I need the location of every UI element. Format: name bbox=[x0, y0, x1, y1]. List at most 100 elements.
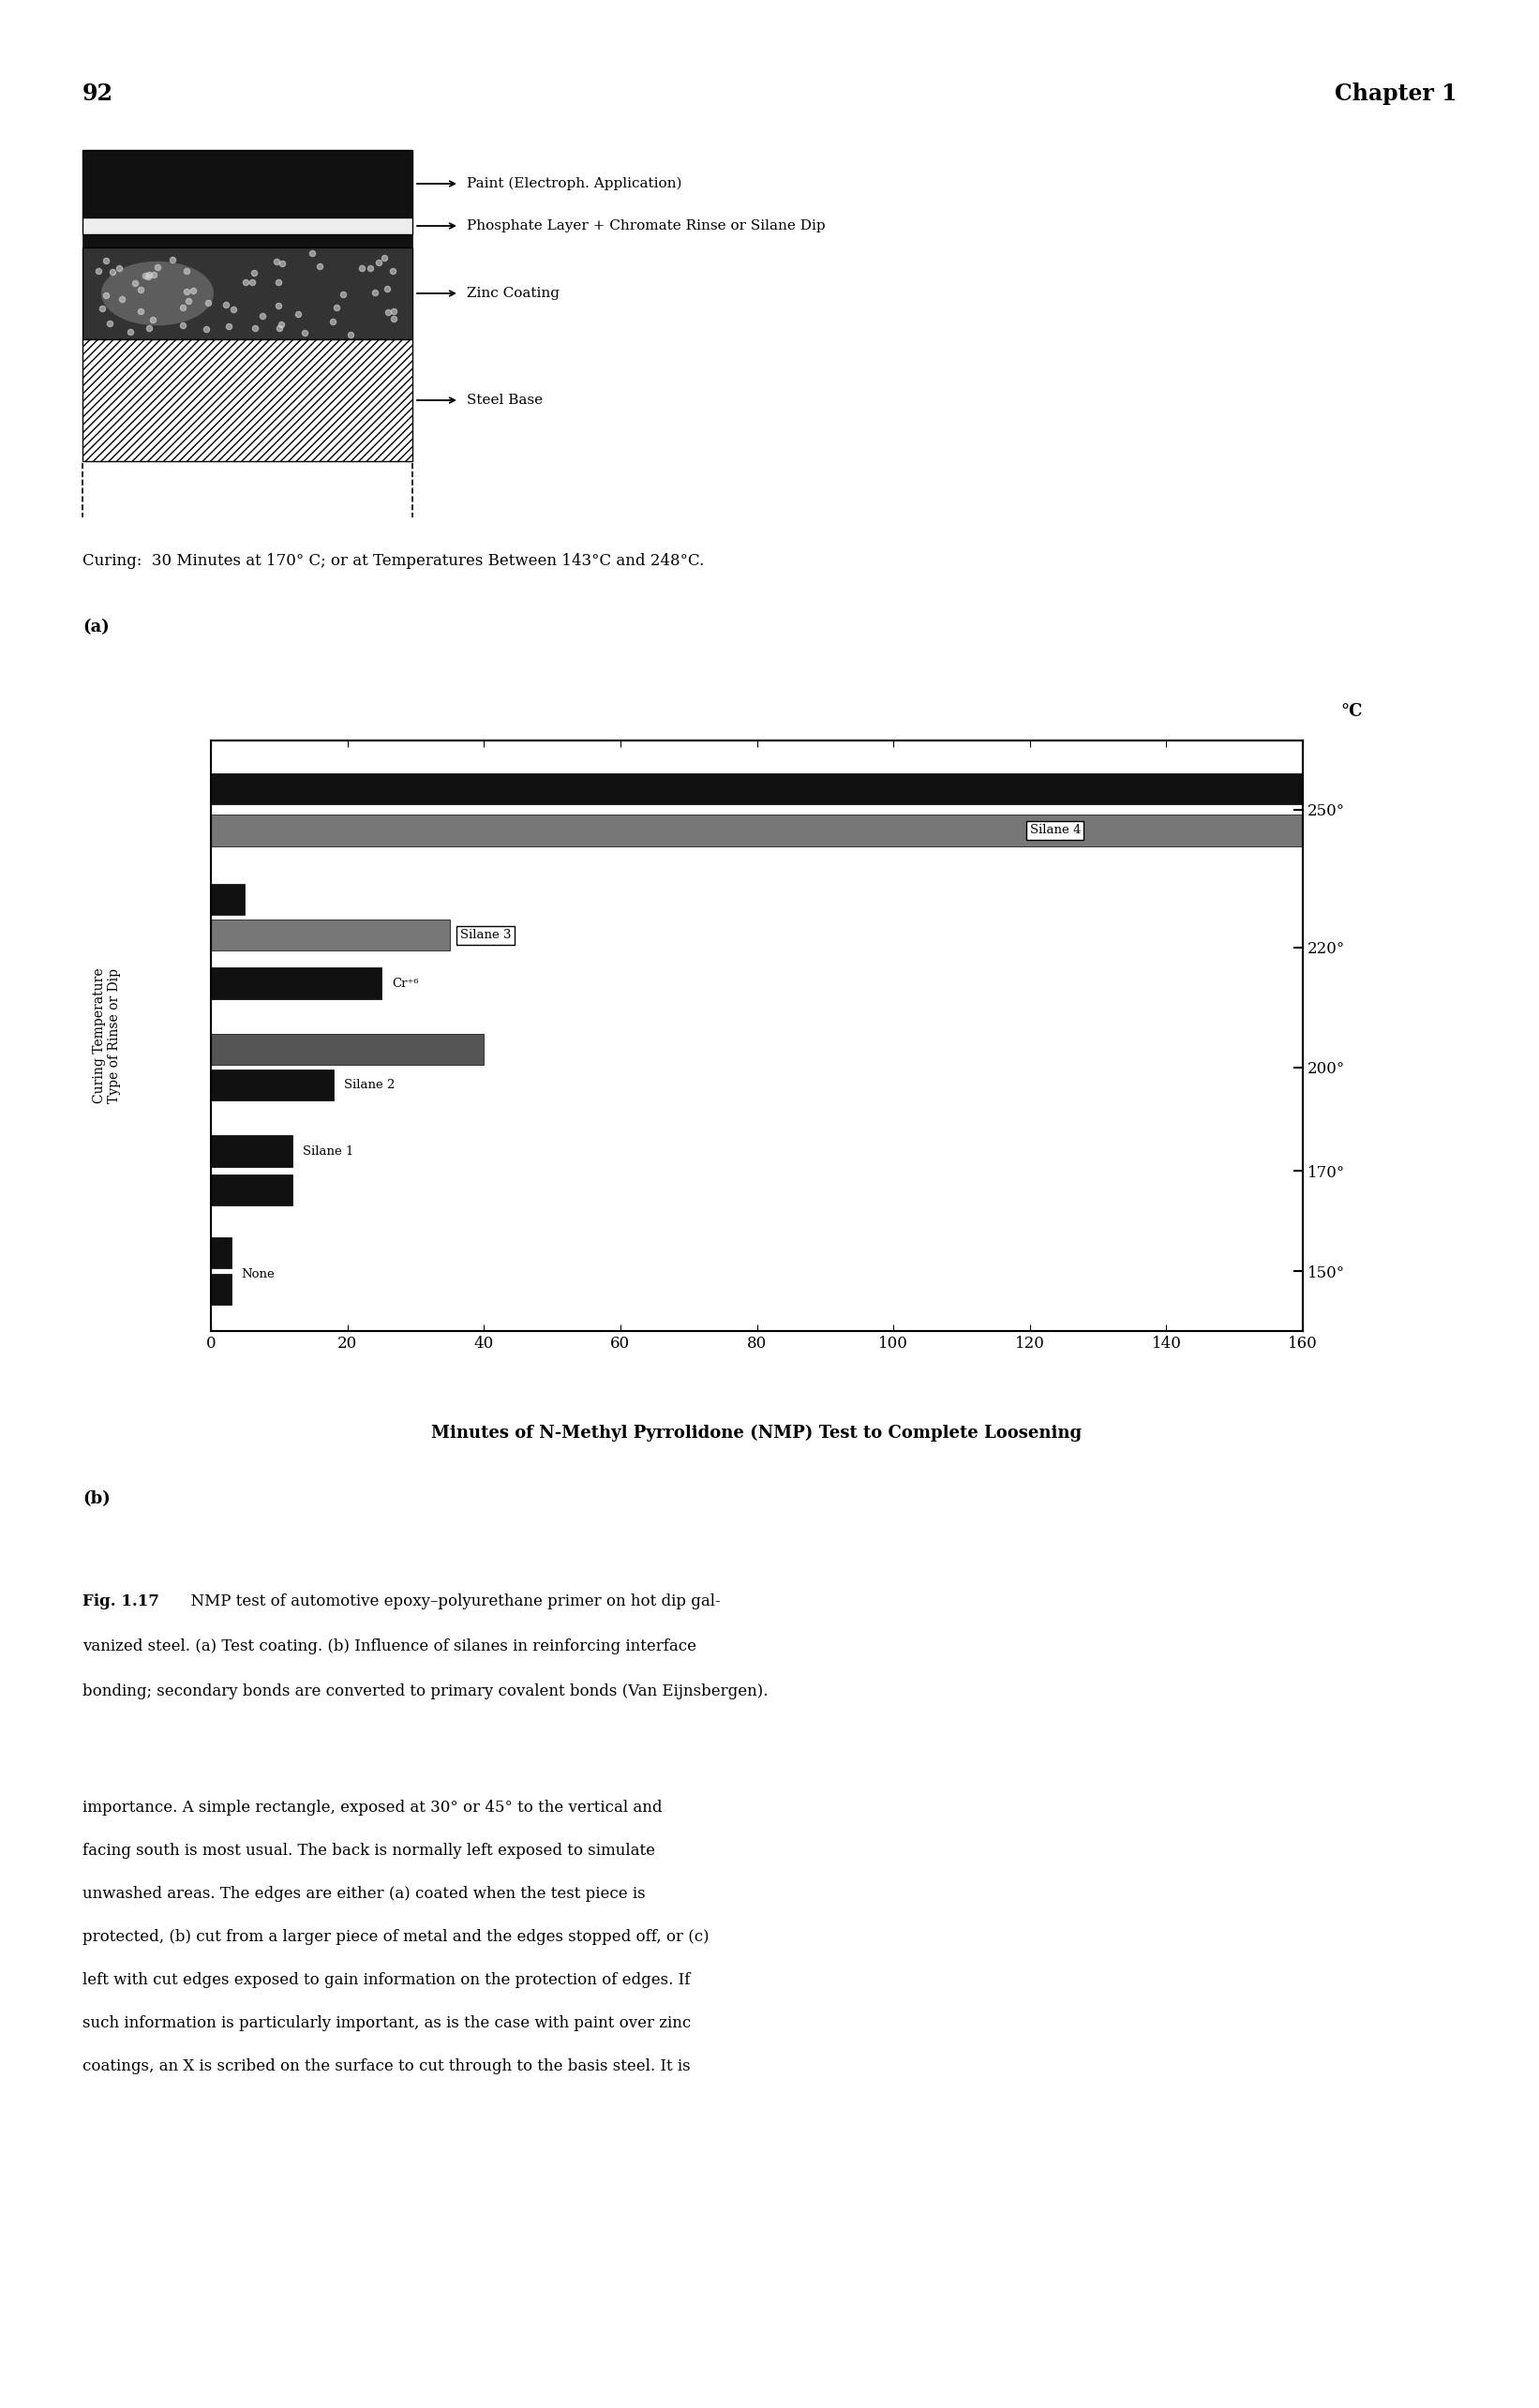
Point bbox=[137, 308, 162, 347]
Point bbox=[91, 289, 115, 327]
Point bbox=[339, 315, 363, 354]
Text: Fig. 1.17: Fig. 1.17 bbox=[83, 1594, 159, 1609]
Text: Silane 4: Silane 4 bbox=[1030, 824, 1080, 836]
Bar bbox=[211, 1274, 231, 1305]
Text: Cr⁺⁶: Cr⁺⁶ bbox=[392, 978, 419, 990]
Bar bbox=[211, 968, 382, 999]
Text: 92: 92 bbox=[83, 82, 114, 106]
Text: Minutes of N-Methyl Pyrrolidone (NMP) Test to Complete Loosening: Minutes of N-Methyl Pyrrolidone (NMP) Te… bbox=[431, 1426, 1082, 1442]
Bar bbox=[211, 1033, 483, 1064]
Text: (a): (a) bbox=[83, 619, 109, 636]
Point bbox=[320, 301, 345, 340]
Point bbox=[132, 258, 157, 296]
Point bbox=[249, 296, 274, 335]
Point bbox=[174, 253, 199, 291]
Point bbox=[242, 253, 266, 291]
Bar bbox=[83, 248, 412, 340]
Text: unwashed areas. The edges are either (a) coated when the test piece is: unwashed areas. The edges are either (a)… bbox=[83, 1885, 645, 1902]
Text: bonding; secondary bonds are converted to primary covalent bonds (Van Eijnsberge: bonding; secondary bonds are converted t… bbox=[83, 1683, 768, 1700]
Point bbox=[363, 275, 388, 313]
Point bbox=[266, 262, 291, 301]
Point bbox=[269, 306, 294, 344]
Text: Chapter 1: Chapter 1 bbox=[1334, 82, 1457, 106]
Point bbox=[217, 306, 242, 344]
Point bbox=[234, 262, 259, 301]
Text: Silane 2: Silane 2 bbox=[343, 1079, 396, 1091]
Point bbox=[359, 248, 383, 287]
Text: Phosphate Layer + Chromate Rinse or Silane Dip: Phosphate Layer + Chromate Rinse or Sila… bbox=[466, 219, 825, 234]
Text: (b): (b) bbox=[83, 1491, 111, 1507]
Bar bbox=[211, 1137, 292, 1168]
Point bbox=[376, 294, 400, 332]
Point bbox=[160, 241, 185, 279]
Point bbox=[323, 289, 348, 327]
Bar bbox=[211, 773, 1304, 804]
Text: facing south is most usual. The back is normally left exposed to simulate: facing south is most usual. The back is … bbox=[83, 1842, 656, 1859]
Point bbox=[300, 234, 325, 272]
Bar bbox=[211, 1175, 292, 1206]
Point bbox=[292, 313, 317, 352]
Point bbox=[108, 248, 132, 287]
Point bbox=[146, 248, 171, 287]
Text: Zinc Coating: Zinc Coating bbox=[466, 287, 560, 301]
Point bbox=[222, 289, 246, 327]
Point bbox=[349, 248, 374, 287]
Text: left with cut edges exposed to gain information on the protection of edges. If: left with cut edges exposed to gain info… bbox=[83, 1972, 689, 1989]
Point bbox=[140, 301, 165, 340]
Point bbox=[117, 313, 142, 352]
Text: Steel Base: Steel Base bbox=[466, 393, 543, 407]
Point bbox=[308, 248, 332, 287]
Point bbox=[366, 243, 391, 282]
Bar bbox=[211, 920, 449, 951]
Point bbox=[286, 294, 311, 332]
Text: Paint (Electroph. Application): Paint (Electroph. Application) bbox=[466, 176, 682, 190]
Text: None: None bbox=[242, 1269, 275, 1281]
Point bbox=[100, 253, 125, 291]
Point bbox=[86, 253, 111, 291]
Point bbox=[128, 270, 152, 308]
Point bbox=[171, 306, 195, 344]
Bar bbox=[211, 884, 245, 915]
Text: coatings, an X is scribed on the surface to cut through to the basis steel. It i: coatings, an X is scribed on the surface… bbox=[83, 2059, 691, 2073]
Bar bbox=[83, 340, 412, 462]
Ellipse shape bbox=[102, 260, 214, 325]
Point bbox=[266, 308, 291, 347]
Text: vanized steel. (a) Test coating. (b) Influence of silanes in reinforcing interfa: vanized steel. (a) Test coating. (b) Inf… bbox=[83, 1637, 696, 1654]
Point bbox=[266, 287, 291, 325]
Point bbox=[109, 279, 134, 318]
Bar bbox=[83, 149, 412, 217]
Text: NMP test of automotive epoxy–polyurethane primer on hot dip gal-: NMP test of automotive epoxy–polyurethan… bbox=[182, 1594, 720, 1609]
Point bbox=[135, 258, 160, 296]
Point bbox=[94, 277, 119, 315]
Point bbox=[331, 275, 356, 313]
Point bbox=[137, 255, 162, 294]
Bar bbox=[83, 234, 412, 248]
Point bbox=[194, 311, 219, 349]
Text: protected, (b) cut from a larger piece of metal and the edges stopped off, or (c: protected, (b) cut from a larger piece o… bbox=[83, 1929, 709, 1946]
Point bbox=[177, 282, 202, 320]
Point bbox=[214, 287, 239, 325]
Point bbox=[123, 265, 148, 303]
Text: Silane 3: Silane 3 bbox=[460, 929, 511, 942]
Point bbox=[376, 270, 400, 308]
Point bbox=[263, 243, 288, 282]
Point bbox=[382, 291, 406, 330]
Point bbox=[171, 289, 195, 327]
Text: °C: °C bbox=[1340, 703, 1362, 720]
Point bbox=[195, 284, 220, 323]
Point bbox=[142, 255, 166, 294]
Text: Silane 1: Silane 1 bbox=[303, 1146, 354, 1158]
Point bbox=[243, 308, 268, 347]
Point bbox=[94, 241, 119, 279]
Point bbox=[174, 272, 199, 311]
Bar bbox=[83, 217, 412, 234]
Text: Curing Temperature
Type of Rinse or Dip: Curing Temperature Type of Rinse or Dip bbox=[92, 968, 122, 1103]
Point bbox=[240, 262, 265, 301]
Bar bbox=[211, 1238, 231, 1269]
Point bbox=[372, 238, 397, 277]
Point bbox=[269, 243, 294, 282]
Bar bbox=[211, 814, 1304, 845]
Bar bbox=[211, 1069, 334, 1100]
Text: Curing:  30 Minutes at 170° C; or at Temperatures Between 143°C and 248°C.: Curing: 30 Minutes at 170° C; or at Temp… bbox=[83, 554, 705, 568]
Text: importance. A simple rectangle, exposed at 30° or 45° to the vertical and: importance. A simple rectangle, exposed … bbox=[83, 1799, 662, 1816]
